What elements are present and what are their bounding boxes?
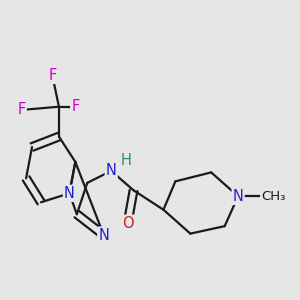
Text: N: N bbox=[233, 189, 244, 204]
Text: F: F bbox=[71, 99, 80, 114]
Text: CH₃: CH₃ bbox=[261, 190, 286, 203]
Text: H: H bbox=[121, 153, 131, 168]
Text: N: N bbox=[106, 164, 117, 178]
Text: N: N bbox=[98, 228, 109, 243]
Text: O: O bbox=[122, 216, 134, 231]
Text: F: F bbox=[49, 68, 57, 83]
Text: F: F bbox=[17, 102, 26, 117]
Text: N: N bbox=[64, 186, 75, 201]
